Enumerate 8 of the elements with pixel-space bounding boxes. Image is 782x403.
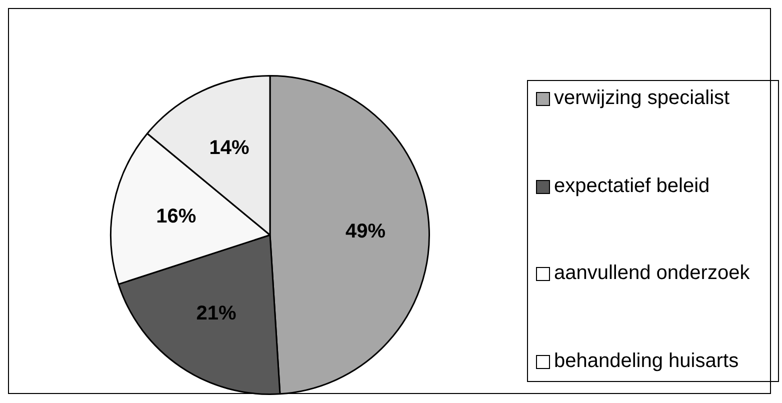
data-label: 49%	[345, 220, 386, 243]
data-label: 14%	[209, 137, 250, 160]
legend-label: behandeling huisarts	[554, 350, 740, 373]
legend-label: expectatief beleid	[554, 174, 711, 198]
legend-label: aanvullend onderzoek	[554, 262, 751, 286]
legend-label: verwijzing specialist	[554, 87, 731, 110]
data-label: 21%	[196, 302, 237, 325]
data-label: 16%	[156, 206, 196, 228]
